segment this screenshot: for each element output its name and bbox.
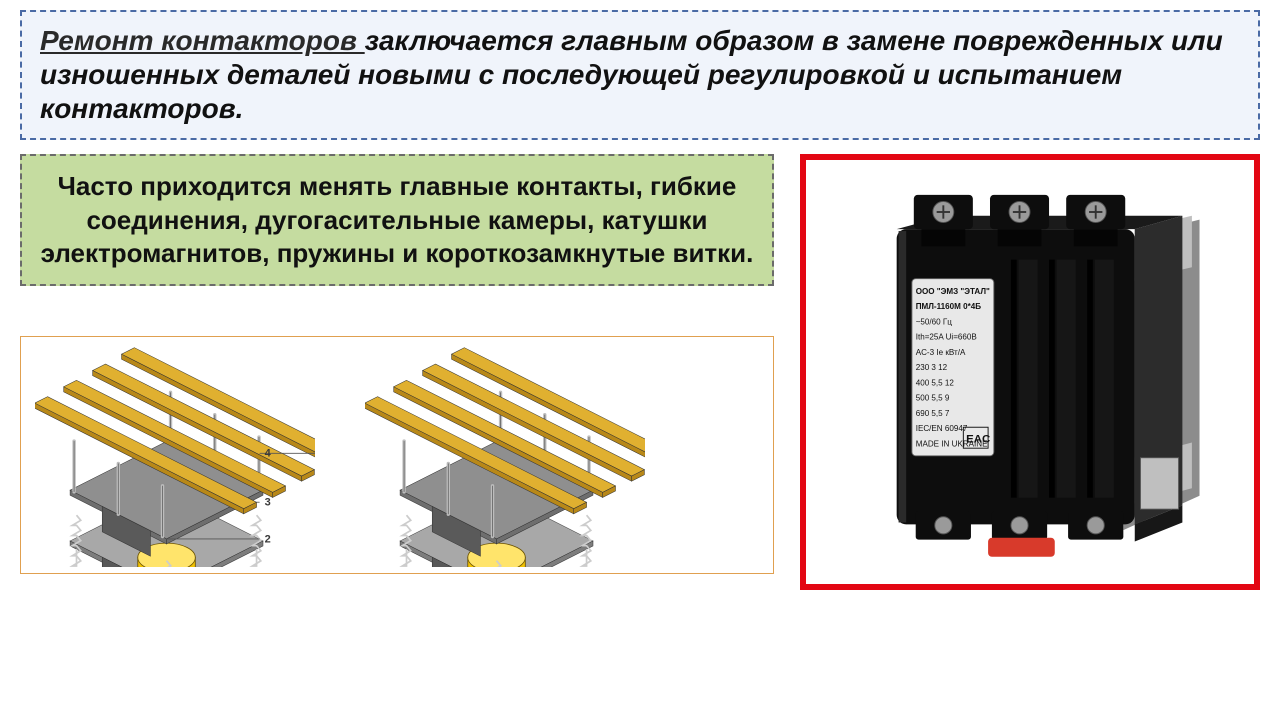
- exploded-view-right: [365, 347, 645, 567]
- svg-text:4: 4: [265, 448, 272, 460]
- right-column: ООО "ЭМЗ "ЭТАЛ" ПМЛ-1160М 0*4Б ~50/60 Гц It…: [800, 154, 1260, 590]
- svg-text:AC-3 Ie кВт/A: AC-3 Ie кВт/A: [916, 348, 966, 357]
- svg-text:ООО "ЭМЗ "ЭТАЛ": ООО "ЭМЗ "ЭТАЛ": [916, 287, 990, 296]
- svg-text:400 5,5 12: 400 5,5 12: [916, 379, 955, 388]
- contactor-illustration: ООО "ЭМЗ "ЭТАЛ" ПМЛ-1160М 0*4Б ~50/60 Гц It…: [820, 172, 1240, 572]
- svg-text:IEC/EN 60947: IEC/EN 60947: [916, 425, 968, 434]
- svg-text:Ith=25A Ui=660В: Ith=25A Ui=660В: [916, 333, 977, 342]
- exploded-view-left: 4321: [35, 347, 315, 567]
- svg-text:ПМЛ-1160М 0*4Б: ПМЛ-1160М 0*4Б: [916, 303, 982, 312]
- exploded-diagram-panel: 4321: [20, 336, 774, 574]
- left-column: Часто приходится менять главные контакты…: [20, 154, 774, 574]
- replacement-box: Часто приходится менять главные контакты…: [20, 154, 774, 286]
- svg-text:EAC: EAC: [966, 434, 990, 446]
- svg-text:3: 3: [265, 497, 271, 509]
- contactor-photo-frame: ООО "ЭМЗ "ЭТАЛ" ПМЛ-1160М 0*4Б ~50/60 Гц It…: [800, 154, 1260, 590]
- svg-text:230 3 12: 230 3 12: [916, 364, 948, 373]
- definition-lead: Ремонт контакторов: [40, 25, 365, 56]
- content-row: Часто приходится менять главные контакты…: [20, 154, 1260, 590]
- svg-text:2: 2: [265, 534, 271, 546]
- replacement-text: Часто приходится менять главные контакты…: [41, 171, 754, 268]
- svg-text:~50/60 Гц: ~50/60 Гц: [916, 318, 953, 327]
- definition-box: Ремонт контакторов заключается главным о…: [20, 10, 1260, 140]
- svg-text:690 5,5 7: 690 5,5 7: [916, 409, 950, 418]
- svg-text:500 5,5 9: 500 5,5 9: [916, 394, 950, 403]
